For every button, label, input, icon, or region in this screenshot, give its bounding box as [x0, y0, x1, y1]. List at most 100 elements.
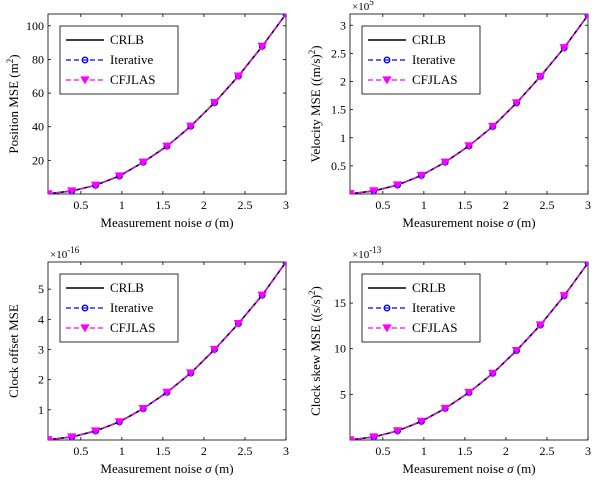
x-tick-label: 1.5 [155, 198, 170, 212]
legend: CRLB Iterative CFJLAS [361, 25, 481, 95]
y-tick-label: 3 [340, 18, 346, 32]
data-point [584, 14, 588, 19]
data-point [209, 345, 220, 354]
data-point [257, 42, 267, 51]
y-exponent-label: ×10-16 [50, 245, 80, 261]
data-point [369, 187, 379, 194]
x-tick-label: 1.5 [457, 444, 472, 458]
legend-marker [80, 324, 90, 333]
x-tick-label: 2 [201, 444, 207, 458]
y-tick-label: 1 [38, 403, 44, 417]
x-tick-label: 1.5 [457, 198, 472, 212]
data-point [416, 171, 427, 180]
data-point [535, 72, 546, 81]
data-point [511, 346, 522, 355]
legend-box [59, 25, 179, 95]
x-axis-label: Measurement noise σ (m) [100, 215, 233, 230]
legend-label: Iterative [110, 300, 154, 315]
data-point [350, 190, 355, 194]
y-tick-label: 3 [38, 342, 44, 356]
y-exponent-label: ×10-13 [352, 245, 382, 261]
data-point [138, 158, 148, 167]
x-tick-label: 0.5 [375, 198, 390, 212]
data-point [559, 292, 569, 301]
legend-label: CFJLAS [412, 320, 458, 335]
subplot-2: 0.5 1 1.5 2 2.5 3 0.5 1 1.5 2 2.5 3 ×105 Measurement … [307, 0, 591, 230]
x-tick-label: 2 [201, 198, 207, 212]
data-point [369, 433, 379, 440]
x-tick-label: 1.5 [155, 444, 170, 458]
y-tick-label: 1 [340, 131, 346, 145]
legend-label: Iterative [110, 52, 154, 67]
series-cfjlas [350, 262, 588, 440]
legend-marker [383, 304, 391, 312]
y-axis-label: Velocity MSE ((m/s)2) [307, 45, 323, 162]
data-point [48, 436, 53, 440]
legend-label: CFJLAS [412, 72, 458, 87]
y-tick-label: 4 [38, 312, 44, 326]
legend-marker [382, 324, 392, 333]
data-point [488, 122, 498, 131]
data-point [114, 418, 125, 427]
data-point [511, 99, 522, 108]
x-tick-label: 2.5 [539, 444, 554, 458]
data-point [162, 142, 172, 151]
data-point [488, 369, 498, 378]
data-point [440, 404, 450, 413]
data-point [90, 427, 101, 436]
y-tick-label: 80 [32, 52, 44, 66]
y-axis-label: Clock skew MSE ((s/s)2) [307, 286, 323, 416]
legend-box [361, 25, 481, 95]
x-tick-label: 0.5 [73, 198, 88, 212]
x-tick-label: 3 [585, 444, 591, 458]
legend-label: Iterative [412, 300, 456, 315]
x-tick-label: 1 [421, 198, 427, 212]
y-axis-label: Position MSE (m2) [5, 54, 21, 153]
data-point [584, 262, 588, 267]
data-point [48, 190, 53, 194]
y-tick-label: 2 [38, 373, 44, 387]
data-point [162, 388, 172, 397]
data-point [138, 405, 148, 414]
legend-marker [81, 56, 89, 64]
data-point [209, 99, 220, 108]
y-tick-label: 1.5 [331, 103, 346, 117]
legend-label: CRLB [110, 280, 144, 295]
y-tick-label: 100 [26, 19, 44, 33]
x-axis-label: Measurement noise σ (m) [402, 215, 535, 230]
data-point [559, 44, 569, 53]
data-point [282, 262, 286, 266]
data-point [233, 72, 244, 81]
y-tick-label: 5 [38, 282, 44, 296]
x-tick-label: 0.5 [375, 444, 390, 458]
x-tick-label: 2.5 [539, 198, 554, 212]
legend-marker [382, 76, 392, 85]
data-point [67, 433, 77, 440]
series-cfjlas [48, 14, 286, 194]
legend-label: Iterative [412, 52, 456, 67]
legend-box [59, 273, 179, 343]
legend: CRLB Iterative CFJLAS [59, 273, 179, 343]
subplot-3: 0.5 1 1.5 2 2.5 3 1 2 3 4 5 ×10-16 Measurement noise… [6, 245, 289, 476]
y-tick-label: 0.5 [331, 159, 346, 173]
data-point [584, 14, 588, 20]
data-point [440, 158, 450, 167]
data-point [464, 388, 474, 397]
data-point [464, 142, 474, 151]
x-tick-label: 0.5 [73, 444, 88, 458]
legend-label: CRLB [412, 280, 446, 295]
series-cfjlas [350, 14, 588, 194]
x-tick-label: 1 [421, 444, 427, 458]
y-tick-label: 20 [32, 153, 44, 167]
data-point [392, 181, 403, 190]
data-point [283, 262, 286, 267]
x-tick-label: 2.5 [237, 444, 252, 458]
data-point [392, 427, 403, 436]
legend-label: CFJLAS [110, 320, 156, 335]
x-tick-label: 3 [585, 198, 591, 212]
subplot-1: 0.5 1 1.5 2 2.5 3 20 40 60 80 100 Measurement noise… [5, 13, 289, 230]
data-point [114, 172, 125, 181]
y-tick-label: 15 [334, 296, 346, 310]
data-point [233, 319, 244, 328]
x-tick-label: 1 [119, 444, 125, 458]
